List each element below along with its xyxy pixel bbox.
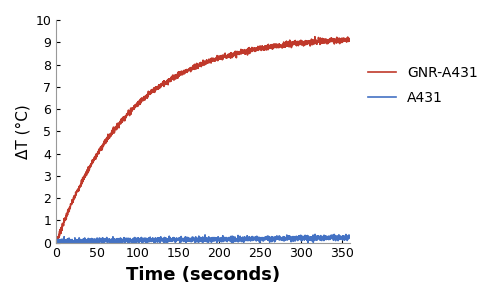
Legend: GNR-A431, A431: GNR-A431, A431 [363,60,484,111]
A431 [254,237,260,241]
A431 [173,239,179,242]
GNR-A431 [312,35,318,39]
GNR-A431 [254,46,260,50]
A431 [312,233,318,236]
GNR-A431 [174,75,180,78]
X-axis label: Time (seconds): Time (seconds) [126,266,280,284]
GNR-A431 [347,37,353,41]
A431 [174,237,180,241]
GNR-A431 [116,126,122,130]
A431 [116,239,122,243]
A431 [347,234,353,238]
GNR-A431 [54,241,60,244]
Line: A431: A431 [56,234,350,242]
GNR-A431 [173,73,179,77]
A431 [70,239,76,242]
Line: GNR-A431: GNR-A431 [56,37,350,242]
A431 [163,239,169,243]
GNR-A431 [70,200,76,204]
Y-axis label: ΔT (°C): ΔT (°C) [15,104,30,159]
GNR-A431 [163,80,169,84]
A431 [54,241,60,244]
